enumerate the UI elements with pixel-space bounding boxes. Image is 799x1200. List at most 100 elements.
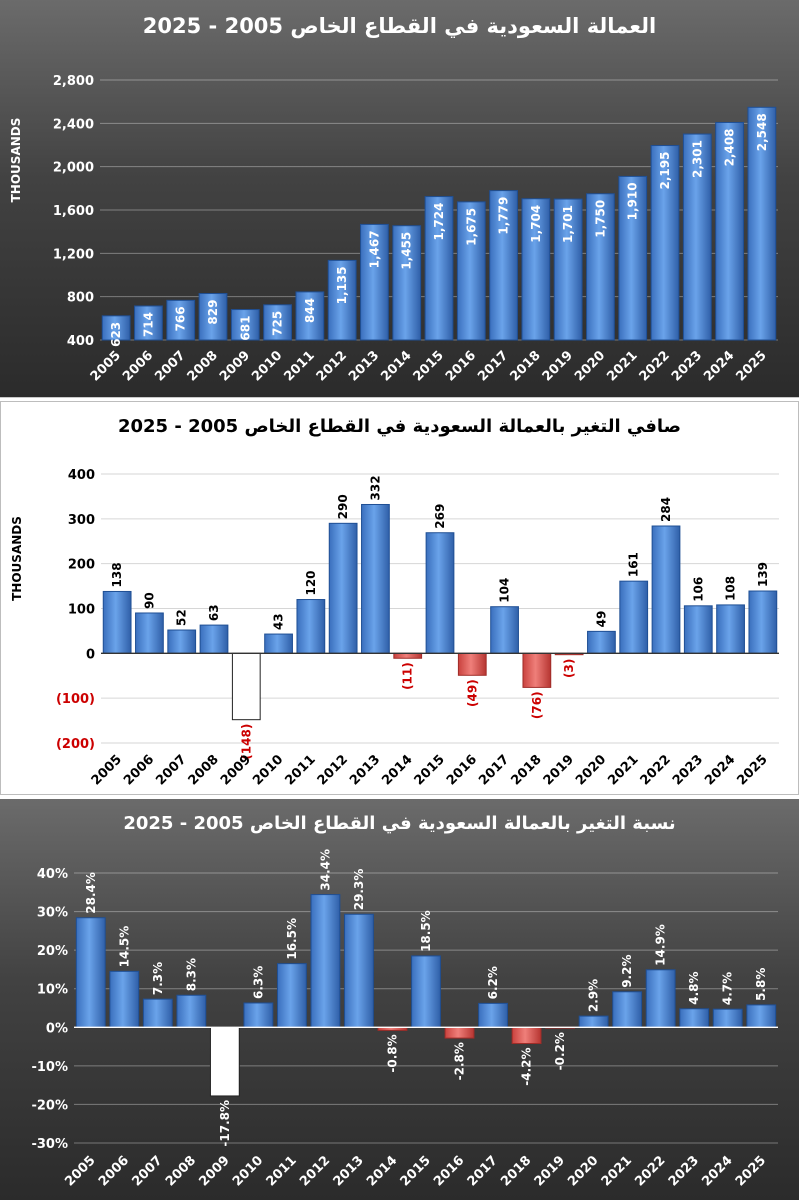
x-tick-label: 2024 <box>701 348 737 384</box>
bar-2022 <box>650 145 680 341</box>
bar-2011 <box>276 963 307 1028</box>
x-tick-label: 2005 <box>89 752 125 788</box>
bar-2015 <box>424 196 454 341</box>
bar-2013 <box>361 503 390 654</box>
bar-2006 <box>135 612 164 654</box>
bar-2020 <box>587 630 616 654</box>
x-tick-label: 2006 <box>120 348 156 384</box>
data-label: 766 <box>174 306 188 331</box>
bar-2011 <box>296 599 326 654</box>
data-label: 1,910 <box>626 182 640 220</box>
data-label: 2,408 <box>723 128 737 166</box>
x-tick-label: 2020 <box>565 1153 601 1189</box>
data-label: -17.8% <box>218 1100 232 1147</box>
bar-2013 <box>344 913 374 1028</box>
data-label: 681 <box>238 316 252 341</box>
data-label: 104 <box>498 578 512 603</box>
data-label: 120 <box>304 570 318 595</box>
x-tick-label: 2012 <box>297 1153 333 1189</box>
x-tick-label: 2020 <box>573 752 609 788</box>
bar-2016 <box>456 201 486 341</box>
bar-2009 <box>230 309 260 341</box>
x-tick-label: 2017 <box>476 752 512 788</box>
data-label: -0.2% <box>553 1032 567 1070</box>
x-tick-label: 2011 <box>281 348 317 384</box>
bar-2025 <box>747 106 777 341</box>
data-label: 1,135 <box>335 266 349 304</box>
data-label: 1,455 <box>400 232 414 270</box>
x-tick-label: 2018 <box>507 348 543 384</box>
data-label: 16.5% <box>285 918 299 960</box>
x-tick-label: 2007 <box>129 1153 165 1189</box>
chart-panel-net-change: صافي التغير بالعمالة السعودية في القطاع … <box>0 401 799 795</box>
data-label: 290 <box>336 494 350 519</box>
y-tick-label: 200 <box>68 558 95 573</box>
y-tick-label: 1,200 <box>53 247 94 262</box>
y-tick-label: 1,600 <box>53 204 94 219</box>
x-tick-label: 2013 <box>331 1153 367 1189</box>
chart-title: صافي التغير بالعمالة السعودية في القطاع … <box>117 416 682 437</box>
bar-2009 <box>209 1026 240 1097</box>
bar-2025 <box>748 590 778 654</box>
x-tick-label: 2016 <box>431 1153 467 1189</box>
y-tick-label: 400 <box>67 334 94 349</box>
data-label: 844 <box>303 298 317 323</box>
y-tick-label: 0 <box>86 647 95 662</box>
bar-2020 <box>586 193 615 341</box>
bar-2018 <box>522 652 552 688</box>
y-axis-title: THOUSANDS <box>9 118 23 203</box>
y-tick-label: 400 <box>68 468 95 483</box>
data-label: -4.2% <box>520 1047 534 1085</box>
y-tick-label: 20% <box>37 944 68 959</box>
bar-2021 <box>619 580 649 654</box>
data-label: 43 <box>272 613 286 630</box>
x-tick-label: 2009 <box>196 1153 232 1189</box>
bar-2024 <box>716 604 745 654</box>
x-tick-label: 2023 <box>669 348 705 384</box>
x-tick-label: 2016 <box>444 752 480 788</box>
x-tick-label: 2019 <box>541 752 577 788</box>
bar-2009 <box>231 652 261 721</box>
x-tick-label: 2008 <box>186 752 222 788</box>
x-tick-label: 2025 <box>733 348 769 384</box>
x-tick-label: 2011 <box>264 1153 300 1189</box>
bar-2012 <box>327 259 357 341</box>
data-label: 139 <box>756 562 770 587</box>
bar-2016 <box>444 1026 475 1039</box>
x-tick-label: 2018 <box>508 752 544 788</box>
data-label: (148) <box>239 724 253 760</box>
data-label: (49) <box>465 679 479 707</box>
bar-2021 <box>618 175 648 341</box>
x-tick-label: 2018 <box>498 1153 534 1189</box>
y-tick-label: 2,400 <box>53 117 94 132</box>
bar-2011 <box>295 291 325 341</box>
chart-title: نسبة التغير بالعمالة السعودية في القطاع … <box>123 813 676 834</box>
bar-2005 <box>102 590 132 654</box>
y-tick-label: 300 <box>68 513 95 528</box>
data-label: -0.8% <box>385 1034 399 1072</box>
bar-2024 <box>715 121 744 341</box>
bar-2006 <box>109 970 140 1028</box>
y-tick-label: 800 <box>67 291 94 306</box>
bar-2012 <box>310 894 341 1028</box>
chart-panel-percent-change: نسبة التغير بالعمالة السعودية في القطاع … <box>0 799 799 1200</box>
chart-panel-total: العمالة السعودية في القطاع الخاص 2005 - … <box>0 0 799 398</box>
x-tick-label: 2010 <box>249 348 285 384</box>
bar-2019 <box>553 198 583 341</box>
x-tick-label: 2019 <box>532 1153 568 1189</box>
bar-2014 <box>393 652 423 659</box>
data-label: 138 <box>110 562 124 587</box>
x-tick-label: 2010 <box>230 1153 266 1189</box>
data-label: (11) <box>401 662 415 690</box>
bar-2020 <box>578 1015 609 1028</box>
x-tick-label: 2016 <box>443 348 479 384</box>
x-tick-label: 2007 <box>153 752 189 788</box>
y-tick-label: (200) <box>56 737 95 752</box>
data-label: 1,724 <box>432 203 446 241</box>
bar-2017 <box>490 606 519 654</box>
x-tick-label: 2008 <box>163 1153 199 1189</box>
bar-2018 <box>511 1026 542 1044</box>
chart-title: العمالة السعودية في القطاع الخاص 2005 - … <box>142 14 657 38</box>
data-label: 829 <box>206 300 220 325</box>
data-label: 52 <box>175 609 189 626</box>
